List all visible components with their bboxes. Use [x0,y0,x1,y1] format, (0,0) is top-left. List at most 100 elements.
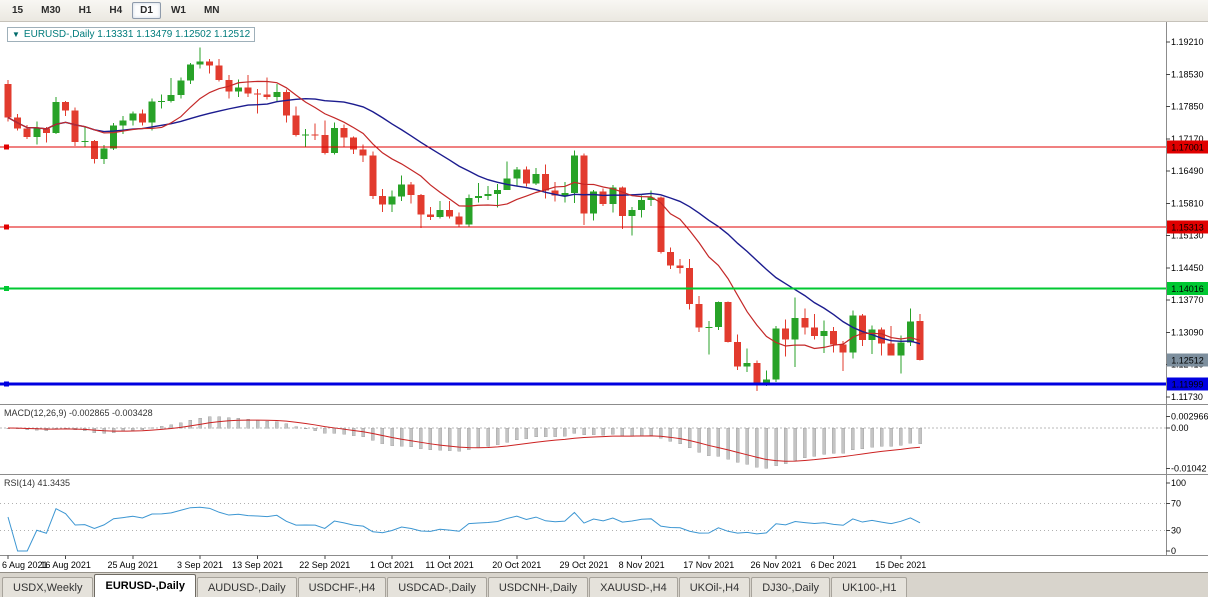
candle [138,109,146,126]
symbol-dropdown-icon: ▼ [12,30,20,39]
symbol-selector[interactable]: ▼ EURUSD-,Daily 1.13331 1.13479 1.12502 … [7,27,256,42]
macd-histogram-bar [745,427,749,465]
candle-body [407,184,415,195]
candle [426,207,434,220]
candle-body [273,91,281,98]
price-axis-label: 1.18530 [1171,69,1204,79]
macd-histogram-bar [659,427,663,439]
macd-histogram-bar [822,427,826,455]
candle [724,301,732,343]
chart-tab-usdcad-daily[interactable]: USDCAD-,Daily [387,577,487,597]
candle-body [532,173,540,184]
candle [167,78,175,103]
chart-tab-audusd-daily[interactable]: AUDUSD-,Daily [196,577,297,597]
macd-histogram-bar [735,427,740,463]
chart-tab-ukoil-h4[interactable]: UKOil-,H4 [678,577,751,597]
price-axis-label: 1.13090 [1171,327,1204,337]
candle-body [878,329,886,344]
macd-histogram-bar [140,427,145,430]
date-axis-label: 20 Oct 2021 [492,560,541,570]
macd-histogram-bar [707,427,711,456]
level-handle[interactable] [4,144,9,150]
candle-body [599,191,607,204]
macd-histogram-bar [716,427,721,457]
macd-histogram-bar [620,427,625,436]
date-axis-label: 25 Aug 2021 [108,560,159,570]
candle [638,195,646,218]
candle [177,77,185,99]
candle [676,258,684,274]
rsi-axis-label: 0 [1171,546,1176,556]
horizontal-level-line[interactable]: 1.14016 [0,282,1208,296]
macd-histogram-bar [111,427,116,433]
timeframe-button-h4[interactable]: H4 [109,5,123,16]
candle-body [618,187,626,217]
price-chart-canvas[interactable]: 1.19210 1.18530 1.17850 1.17170 1.16490 1.158… [0,22,1208,572]
candle [878,327,886,356]
candle-body [119,120,127,126]
candle-body [436,210,444,218]
macd-histogram-bar [563,427,567,437]
price-tags: 1.12512 [1167,353,1208,367]
candle-body [321,135,329,154]
candle [292,106,300,137]
chart-tab-eurusd-daily[interactable]: EURUSD-,Daily [94,574,196,597]
price-axis-label: 1.17170 [1171,134,1204,144]
horizontal-level-line[interactable]: 1.15313 [0,220,1208,234]
candle [522,166,530,187]
level-price-tag [1167,220,1208,234]
level-handle[interactable] [4,286,9,292]
candle-body [705,327,713,329]
candle-body [158,100,166,102]
candle [71,107,79,146]
candle-body [33,128,41,137]
candle-body [666,252,674,266]
candle [628,207,636,236]
chart-tab-usdcnh-daily[interactable]: USDCNH-,Daily [487,577,589,597]
candle [503,161,511,191]
candle [398,175,406,201]
candle-body [42,128,50,134]
macd-histogram-bar [150,427,154,429]
level-price-tag-label: 1.15313 [1171,222,1204,232]
macd-histogram-bar [601,427,605,436]
chart-tab-xauusd-h4[interactable]: XAUUSD-,H4 [589,577,678,597]
horizontal-level-line[interactable]: 1.17001 [0,140,1208,154]
timeframe-button-m30[interactable]: M30 [41,5,61,16]
candle-body [590,191,598,214]
macd-indicator-label: MACD(12,26,9) -0.002865 -0.003428 [4,408,153,418]
macd-histogram-bar [428,427,433,451]
candle [42,126,50,143]
macd-histogram-bar [169,424,173,429]
timeframe-button-h1[interactable]: H1 [78,5,92,16]
macd-histogram-bar [198,417,202,429]
timeframe-button-w1[interactable]: W1 [170,5,186,16]
candle-body [724,302,732,342]
chart-tab-usdchf-h4[interactable]: USDCHF-,H4 [297,577,387,597]
level-handle[interactable] [4,381,9,387]
candle [417,193,425,229]
candle [686,258,694,310]
candle-body [4,84,12,118]
level-handle[interactable] [4,224,9,230]
candle [407,182,415,204]
candle [618,186,626,229]
candle [753,360,761,391]
date-axis-label: 1 Oct 2021 [370,560,414,570]
candle [302,128,310,147]
chart-tab-uk100-h1[interactable]: UK100-,H1 [831,577,908,597]
date-axis-label: 8 Nov 2021 [619,560,665,570]
timeframe-button-d1[interactable]: D1 [132,2,161,19]
candle [657,196,665,254]
macd-histogram-bar [495,427,500,445]
chart-tab-dj30-daily[interactable]: DJ30-,Daily [751,577,831,597]
horizontal-level-line[interactable]: 1.11999 [0,377,1208,391]
chart-tab-usdx-weekly[interactable]: USDX,Weekly [2,577,94,597]
candle-body [302,134,310,136]
chart-tabs-bar: USDX,Weekly EURUSD-,Daily AUDUSD-,Daily USD… [0,572,1208,597]
candle-body [561,192,569,196]
timeframe-button-mn[interactable]: MN [203,5,220,16]
macd-histogram-bar [611,427,615,435]
timeframe-button-15[interactable]: 15 [12,5,24,16]
